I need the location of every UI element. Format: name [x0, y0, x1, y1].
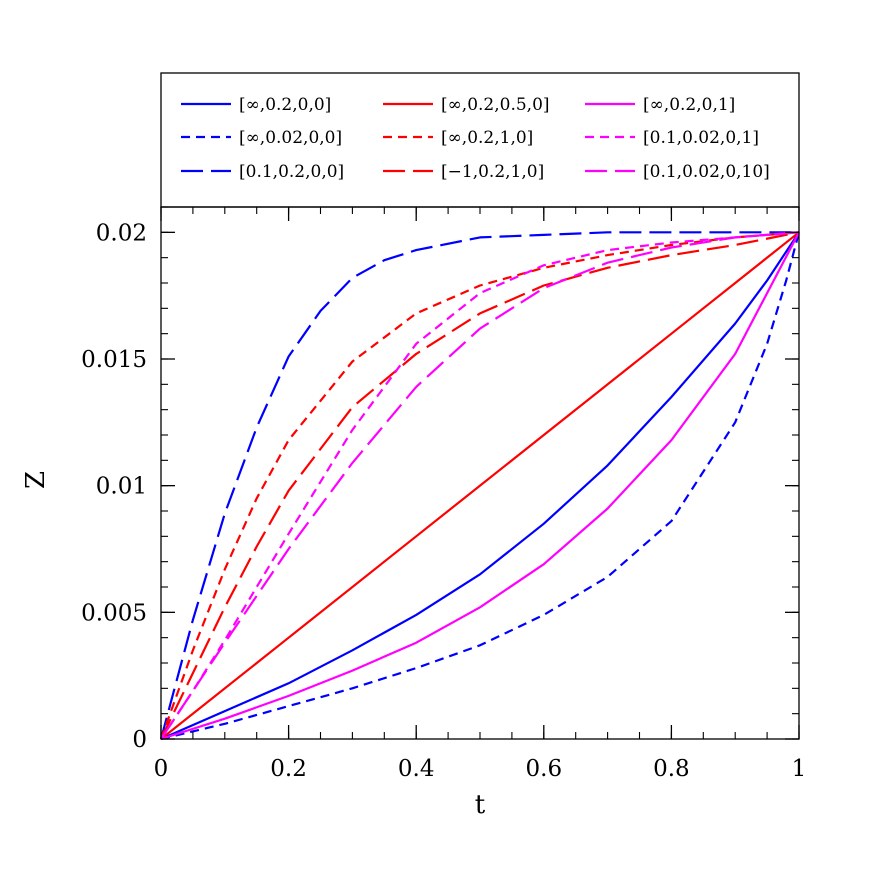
y-tick-label: 0.01: [96, 474, 147, 500]
y-tick-label: 0.02: [96, 220, 147, 246]
legend-label-5: [∞,0.2,1,0]: [441, 128, 533, 148]
series-line-1: [160, 231, 800, 741]
legend: [∞,0.2,0,0] [∞,0.02,0,0] [0.1,0.2,0,0] [∞,0…: [181, 95, 770, 182]
x-tick-label: 0.2: [270, 756, 307, 782]
series-line-5: [159, 231, 800, 740]
series-line-9: [160, 231, 800, 740]
y-tick-label: 0: [132, 727, 147, 753]
x-tick-label: 1: [792, 756, 807, 782]
legend-label-8: [0.1,0.02,0,1]: [643, 128, 759, 148]
x-tick-label: 0: [154, 756, 169, 782]
x-tick-label: 0.6: [526, 756, 563, 782]
legend-label-6: [−1,0.2,1,0]: [441, 162, 544, 182]
legend-label-3: [0.1,0.2,0,0]: [239, 162, 344, 182]
series-line-3: [159, 231, 799, 740]
series-line-6: [160, 231, 800, 740]
legend-label-2: [∞,0.02,0,0]: [239, 128, 342, 148]
legend-label-4: [∞,0.2,0.5,0]: [441, 95, 550, 115]
x-axis-title: t: [475, 790, 486, 820]
y-axis-title: Z: [21, 471, 51, 489]
y-tick-label: 0.005: [81, 600, 147, 626]
legend-label-1: [∞,0.2,0,0]: [239, 95, 331, 115]
x-tick-label: 0.4: [398, 756, 435, 782]
x-tick-label: 0.8: [653, 756, 690, 782]
legend-label-9: [0.1,0.02,0,10]: [643, 162, 770, 182]
series-line-8: [160, 231, 800, 740]
legend-label-7: [∞,0.2,0,1]: [643, 95, 735, 115]
y-tick-label: 0.015: [81, 347, 147, 373]
axis-ticks: 0 0.2 0.4 0.6 0.8 1 0 0.005 0.01 0.015 0.02: [81, 206, 807, 782]
plot-series: [159, 231, 801, 741]
series-line-7: [160, 231, 800, 741]
series-line-4: [160, 231, 800, 740]
